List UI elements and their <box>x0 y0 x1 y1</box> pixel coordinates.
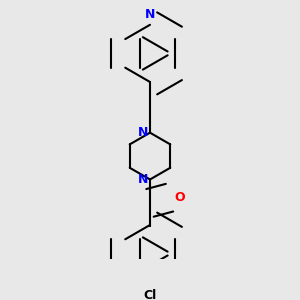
Text: Cl: Cl <box>143 289 157 300</box>
Text: N: N <box>137 126 148 139</box>
Text: O: O <box>174 191 185 204</box>
Text: N: N <box>145 8 155 21</box>
Text: N: N <box>137 173 148 186</box>
